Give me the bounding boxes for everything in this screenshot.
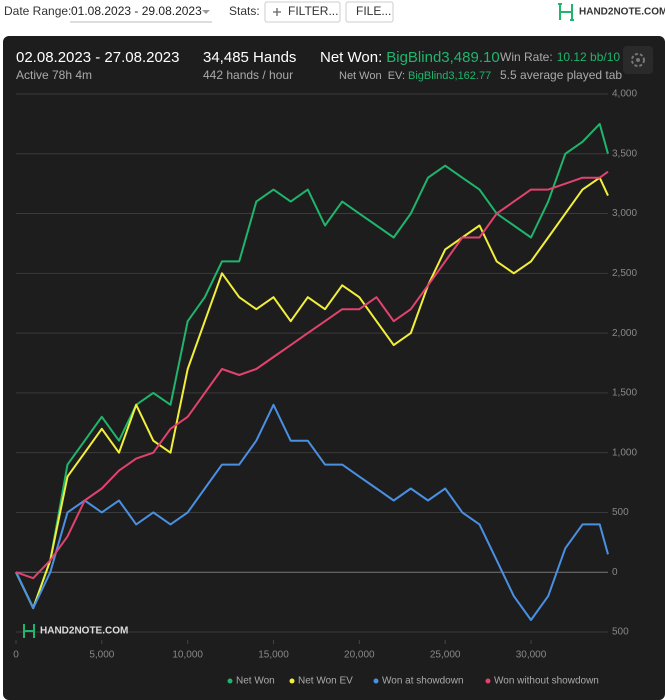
net-won-value: BigBlind3,489.10 bbox=[386, 49, 499, 66]
watermark: HAND2NOTE.COM bbox=[40, 626, 128, 637]
file-text[interactable]: FILE... bbox=[356, 4, 391, 18]
net-won-ev-value: BigBlind3,162.77 bbox=[408, 70, 491, 82]
legend-swatch bbox=[227, 678, 233, 684]
y-tick-label: 1,000 bbox=[612, 447, 637, 458]
y-tick-label: 2,500 bbox=[612, 268, 637, 279]
x-tick-label: 25,000 bbox=[430, 650, 461, 661]
net-won-label: Net Won: bbox=[320, 49, 382, 66]
chart: 500 0 500 1,000 1,500 2,000 2,500 3,000 3,500 4,0… bbox=[13, 89, 637, 687]
net-won: Net Won: BigBlind3,489.10 bbox=[320, 49, 500, 66]
x-tick-label: 30,000 bbox=[516, 650, 547, 661]
y-tick-label: 0 bbox=[612, 567, 618, 578]
period: 02.08.2023 - 27.08.2023 bbox=[16, 49, 179, 66]
legend-swatch bbox=[485, 678, 491, 684]
logo-icon bbox=[558, 3, 574, 21]
y-tick-label: 3,000 bbox=[612, 208, 637, 219]
y-tick-label: 1,500 bbox=[612, 388, 637, 399]
series-line bbox=[15, 122, 609, 610]
legend-label: Won at showdown bbox=[382, 676, 464, 687]
plus-icon bbox=[273, 8, 281, 16]
watermark-icon bbox=[23, 624, 35, 638]
win-rate: Win Rate: 10.12 bb/10 bbox=[500, 50, 620, 64]
filter-button[interactable] bbox=[264, 1, 341, 23]
y-tick-label: 2,000 bbox=[612, 328, 637, 339]
hands: 34,485 Hands bbox=[203, 49, 296, 66]
active-time: Active 78h 4m bbox=[16, 68, 92, 82]
date-range[interactable]: 01.08.2023 - 29.08.2023 bbox=[71, 4, 202, 18]
series-line bbox=[15, 170, 609, 580]
dropdown-caret[interactable] bbox=[202, 10, 210, 14]
gear-center bbox=[636, 58, 640, 62]
legend-swatch bbox=[373, 678, 379, 684]
win-rate-label: Win Rate: bbox=[500, 50, 553, 64]
gear-icon[interactable] bbox=[631, 53, 645, 67]
logo: HAND2NOTE.COM bbox=[579, 7, 665, 18]
y-tick-label: 500 bbox=[612, 507, 629, 518]
hands-per-hour: 442 hands / hour bbox=[203, 68, 293, 82]
x-tick-label: 10,000 bbox=[172, 650, 203, 661]
legend-label: Net Won bbox=[236, 676, 275, 687]
legend-label: Won without showdown bbox=[494, 676, 599, 687]
series-line bbox=[15, 403, 609, 621]
legend-swatch bbox=[289, 678, 295, 684]
date-range-label: Date Range: bbox=[4, 4, 71, 18]
file-button[interactable] bbox=[345, 1, 394, 23]
net-won-ev-label: Net Won EV: bbox=[339, 70, 405, 82]
x-tick-label: 20,000 bbox=[344, 650, 375, 661]
x-tick-label: 15,000 bbox=[258, 650, 289, 661]
y-tick-label: 500 bbox=[612, 627, 629, 638]
legend-label: Net Won EV bbox=[298, 676, 353, 687]
panel bbox=[3, 36, 665, 700]
y-tick-label: 3,500 bbox=[612, 148, 637, 159]
stats-label: Stats: bbox=[229, 4, 260, 18]
win-rate-value: 10.12 bb/10 bbox=[557, 50, 621, 64]
net-won-ev: Net Won EV: BigBlind3,162.77 bbox=[339, 70, 491, 82]
series-line bbox=[15, 176, 609, 610]
y-tick-label: 4,000 bbox=[612, 89, 637, 100]
x-tick-label: 5,000 bbox=[89, 650, 114, 661]
filter-text[interactable]: FILTER... bbox=[288, 4, 338, 18]
tables: 5.5 average played tab bbox=[500, 68, 622, 82]
x-tick-label: 0 bbox=[13, 650, 19, 661]
